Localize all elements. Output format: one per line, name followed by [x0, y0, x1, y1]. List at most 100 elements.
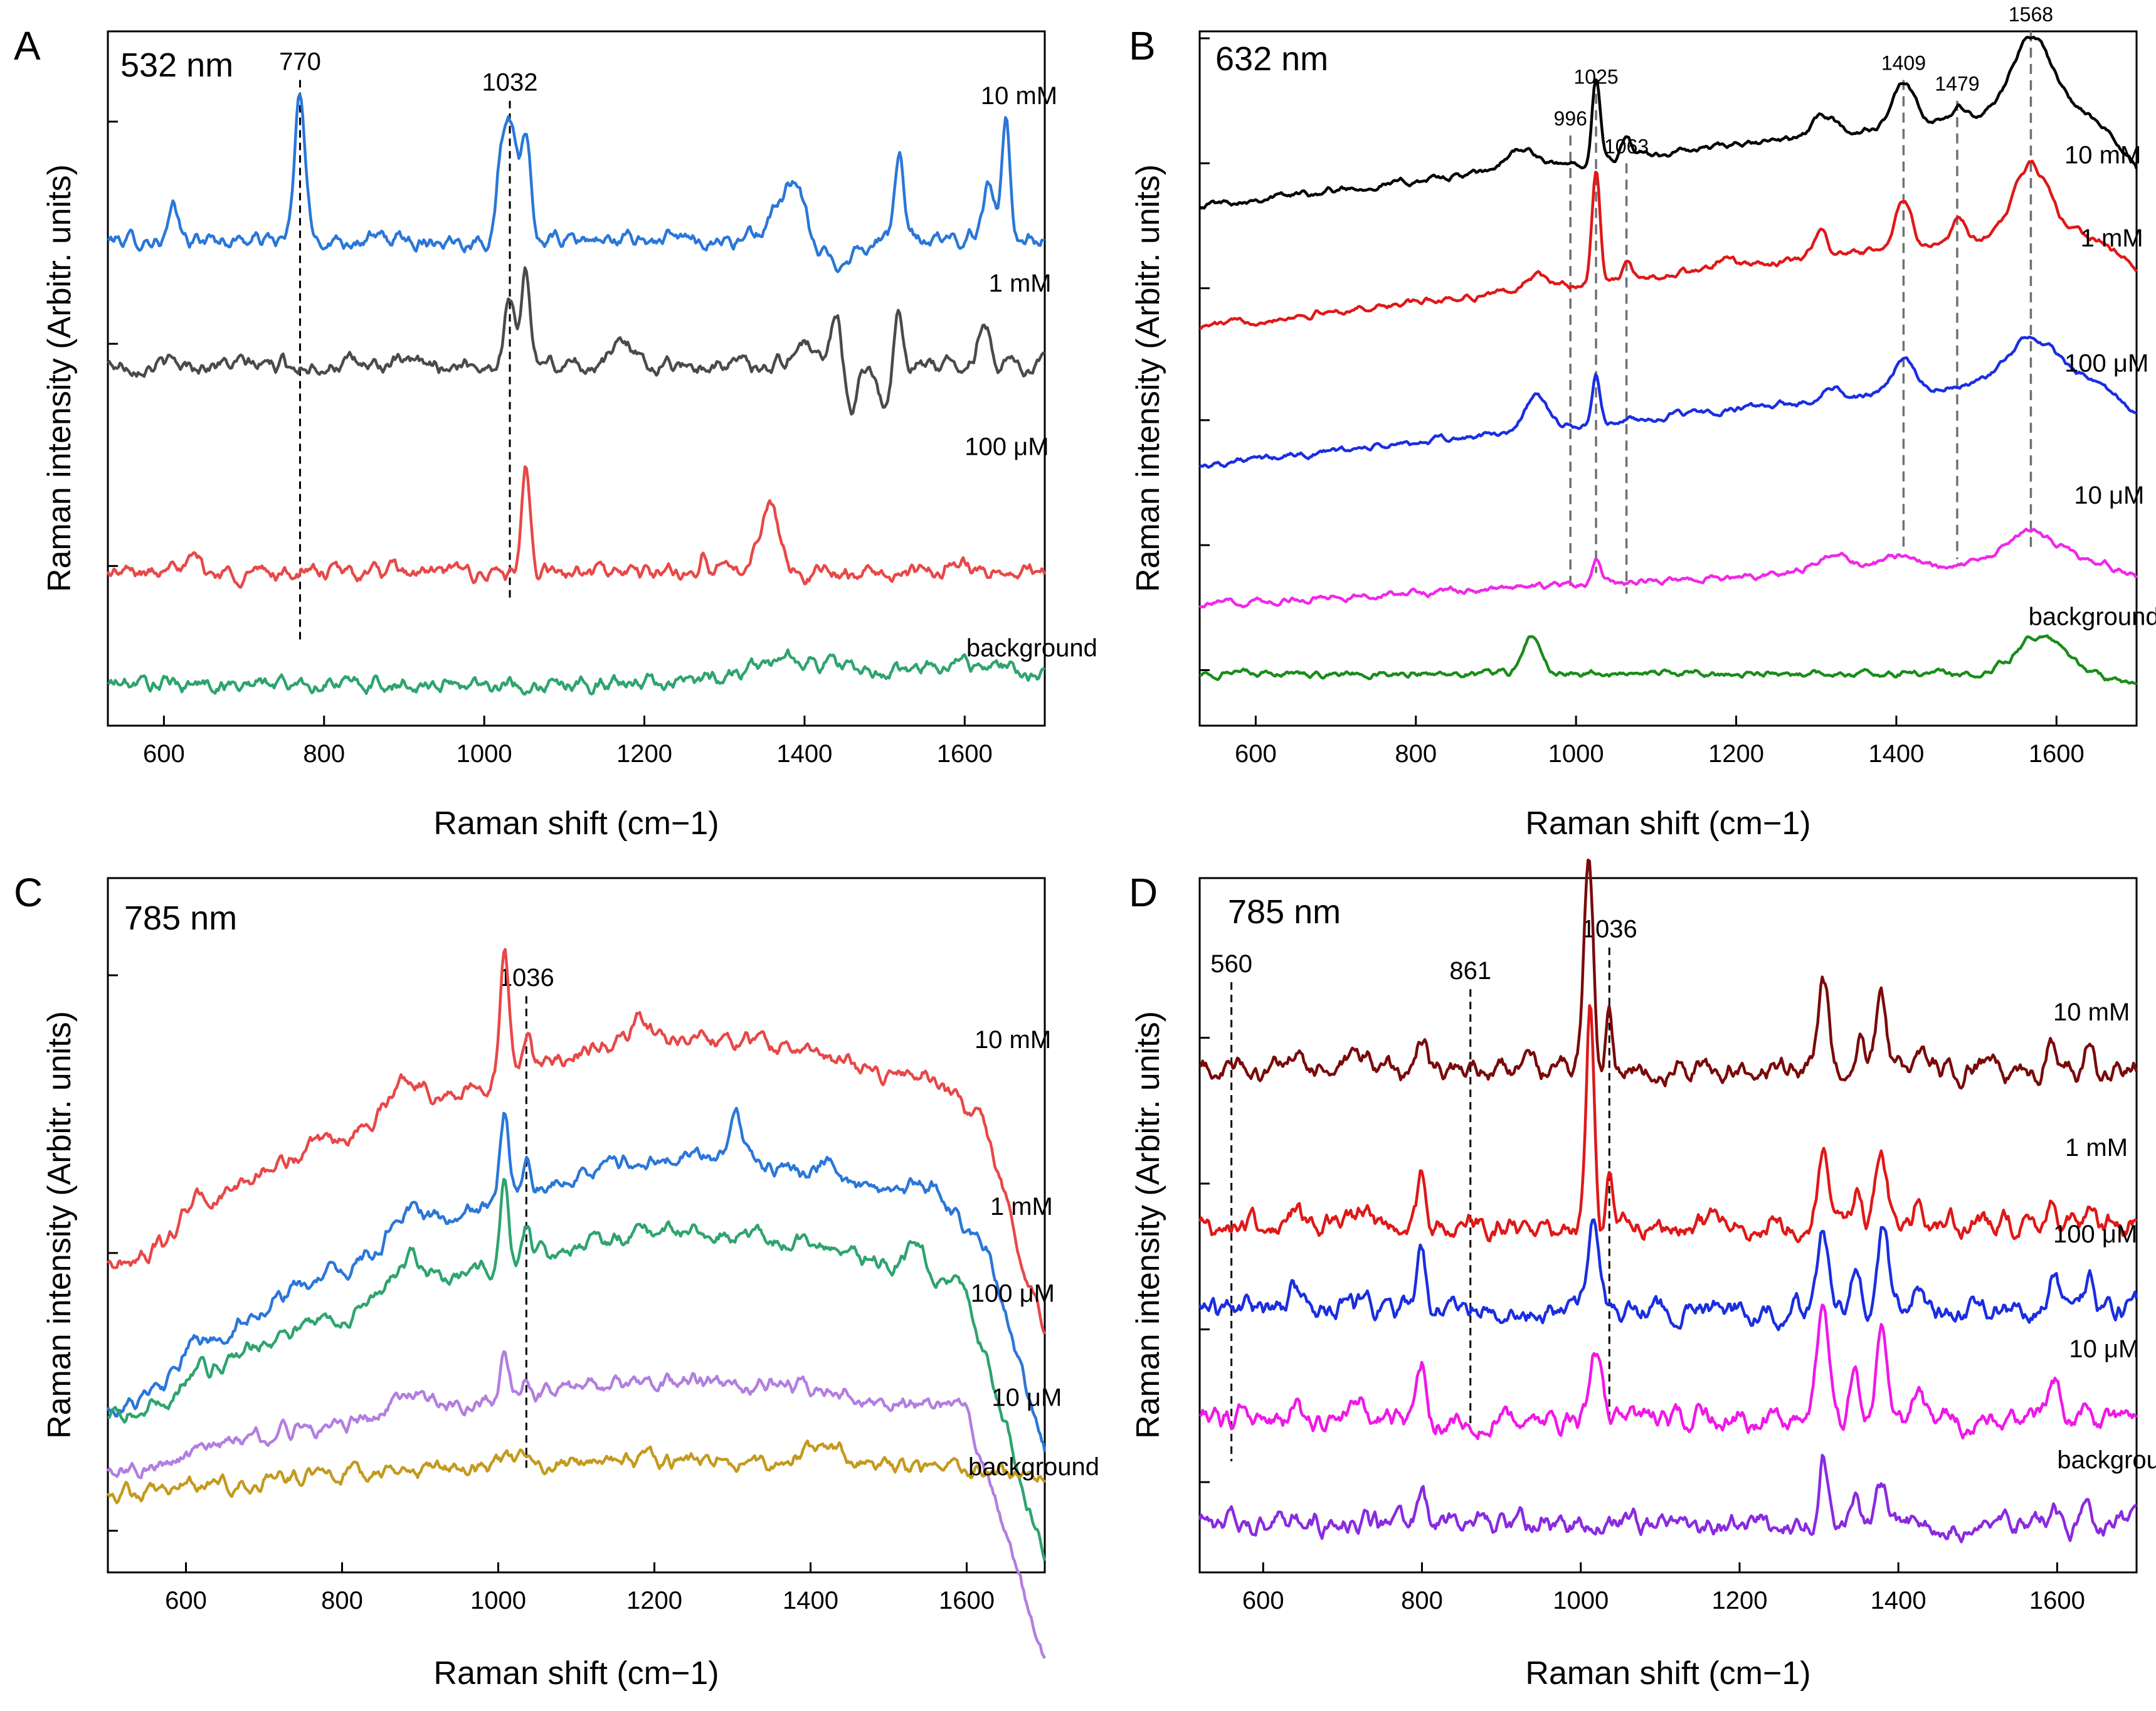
panel-b-series-label-100-um: 100 μM [2064, 349, 2148, 377]
panel-d-series-label-10-um: 10 μM [2069, 1335, 2139, 1363]
panel-d-x-tick-label: 1400 [1871, 1587, 1926, 1614]
panel-d-series: 10 mM 1 mM 100 μM 10 μM background [1198, 859, 2156, 1544]
panel-b-peak-label-1063: 1063 [1604, 135, 1649, 157]
panel-b-series-line-100-um [1198, 336, 2137, 469]
panel-b-series-label-10-um: 10 μM [2074, 482, 2144, 509]
panel-c-x-tick-label: 1000 [470, 1587, 526, 1614]
panel-c-series-label-10-um: 10 μM [991, 1384, 1062, 1411]
panel-c-series-label-1-mm: 1 mM [990, 1193, 1053, 1221]
panel-d-x-tick-label: 1200 [1711, 1587, 1767, 1614]
panel-c-x-tick-label: 1600 [939, 1587, 995, 1614]
panel-b-peak-label-996: 996 [1554, 107, 1587, 130]
panel-a-series-line-10-mm [107, 92, 1045, 273]
panel-b-peak-label-1409: 1409 [1881, 51, 1926, 74]
panel-c-series-label-background: background [968, 1453, 1099, 1481]
panel-d-peak-label-560: 560 [1210, 950, 1252, 978]
panel-d-x-axis-title: Raman shift (cm−1) [1525, 1655, 1810, 1692]
panel-a-x-tick-label: 1600 [937, 740, 993, 768]
panel-b-frame [1198, 30, 2138, 727]
panel-d-series-label-10-mm: 10 mM [2053, 999, 2130, 1026]
panel-letter-a: A [14, 23, 41, 68]
panel-a-series-label-1-mm: 1 mM [989, 270, 1052, 297]
panel-a-peak-label-770: 770 [279, 48, 321, 75]
panel-c-x-tick-label: 1200 [626, 1587, 682, 1614]
panel-b-series-label-10-mm: 10 mM [2064, 141, 2141, 169]
panel-a-series-line-background [107, 648, 1046, 696]
panel-c-series-line-10-um [107, 1350, 1046, 1660]
panel-a-series-line-1-mm [107, 266, 1046, 416]
panel-d-frame [1198, 877, 2138, 1574]
panel-a-x-tick-label: 600 [143, 740, 185, 768]
panel-letter-c: C [14, 870, 43, 915]
panel-c-series-label-10-mm: 10 mM [975, 1026, 1051, 1054]
panel-b-laser-label: 632 nm [1215, 40, 1328, 78]
panel-b-peak-label-1568: 1568 [2009, 3, 2053, 26]
panel-b-series: 10 mM 1 mM 100 μM 10 μM background [1198, 35, 2156, 686]
panel-b-x-tick-label: 800 [1395, 740, 1437, 768]
panel-d-peak-label-861: 861 [1449, 957, 1491, 985]
panel-b-series-line-10-mm [1198, 35, 2138, 210]
panel-c-x-tick-label: 800 [321, 1587, 363, 1614]
panel-c-x-tick-label: 600 [165, 1587, 207, 1614]
panel-c-series: 10 mM 1 mM 100 μM 10 μM background [106, 948, 1099, 1660]
panel-d-series-label-100-um: 100 μM [2053, 1221, 2137, 1248]
panel-a-x-tick-label: 1400 [776, 740, 832, 768]
panel-c-series-line-10-mm [107, 948, 1047, 1335]
panel-b-y-axis-title: Raman intensity (Arbitr. units) [1130, 164, 1166, 592]
panel-c: C 785 nm Raman shift (cm−1) Raman intens… [14, 870, 1099, 1692]
panel-b-peak-label-1479: 1479 [1935, 73, 1979, 95]
panel-d-series-label-background: background [2057, 1446, 2156, 1474]
panel-d: D 785 nm Raman shift (cm−1) Raman intens… [1129, 859, 2156, 1692]
panel-d-laser-label: 785 nm [1228, 893, 1341, 931]
panel-c-laser-label: 785 nm [124, 899, 237, 937]
panel-b-x-tick-label: 1200 [1708, 740, 1764, 768]
panel-b-x-tick-label: 1000 [1548, 740, 1604, 768]
panel-b-x-tick-label: 600 [1235, 740, 1277, 768]
panel-d-series-line-100-um [1198, 1218, 2138, 1332]
panel-b-x-tick-label: 1400 [1868, 740, 1924, 768]
panel-d-x-tick-label: 600 [1242, 1587, 1284, 1614]
panel-c-ticks: 600 800 1000 1200 1400 1600 [108, 974, 995, 1614]
panel-d-y-axis-title: Raman intensity (Arbitr. units) [1130, 1011, 1166, 1439]
panel-c-y-axis-title: Raman intensity (Arbitr. units) [41, 1011, 78, 1439]
panel-a-series-label-10-mm: 10 mM [981, 82, 1057, 110]
panel-a-x-tick-label: 1200 [616, 740, 672, 768]
panel-a-series-label-100-um: 100 μM [964, 433, 1049, 460]
panel-a-x-tick-label: 800 [303, 740, 345, 768]
panel-a: A 532 nm Raman shift (cm−1) Raman intens… [14, 23, 1097, 842]
panel-b-x-axis-title: Raman shift (cm−1) [1525, 805, 1810, 842]
panel-c-frame [107, 877, 1046, 1574]
panel-a-x-tick-label: 1000 [457, 740, 512, 768]
panel-letter-d: D [1129, 870, 1158, 915]
panel-letter-b: B [1129, 23, 1156, 68]
panel-a-series: 10 mM 1 mM 100 μM background [106, 82, 1097, 696]
panel-d-x-tick-label: 1000 [1553, 1587, 1609, 1614]
panel-b-series-line-10-um [1198, 527, 2138, 609]
panel-d-series-line-1-mm [1198, 1004, 2138, 1244]
panel-d-ticks: 600 800 1000 1200 1400 1600 [1200, 1037, 2085, 1614]
panel-c-x-axis-title: Raman shift (cm−1) [433, 1655, 719, 1692]
panel-c-series-line-100-um [107, 1177, 1047, 1562]
panel-b-series-label-1-mm: 1 mM [2081, 225, 2143, 252]
panel-a-ticks: 600 800 1000 1200 1400 1600 [108, 120, 993, 768]
panel-b-x-tick-label: 1600 [2029, 740, 2085, 768]
panel-d-peak-label-1036: 1036 [1582, 916, 1637, 943]
panel-d-x-tick-label: 800 [1401, 1587, 1443, 1614]
panel-c-series-line-1-mm [106, 1106, 1047, 1453]
panel-b-series-label-background: background [2029, 603, 2156, 630]
panel-a-series-label-background: background [966, 634, 1097, 662]
panel-b-ticks: 600 800 1000 1200 1400 1600 [1200, 37, 2085, 768]
panel-b-series-line-1-mm [1199, 159, 2138, 330]
panel-d-series-line-10-mm [1199, 859, 2138, 1090]
panel-b-series-line-background [1199, 634, 2138, 686]
panel-a-laser-label: 532 nm [120, 46, 233, 84]
panel-a-series-line-100-um [106, 465, 1047, 589]
panel-a-y-axis-title: Raman intensity (Arbitr. units) [41, 164, 78, 592]
panel-b: B 632 nm Raman shift (cm−1) Raman intens… [1129, 3, 2156, 842]
panel-a-peak-label-1032: 1032 [482, 69, 538, 97]
panel-d-series-line-background [1198, 1453, 2138, 1544]
panel-a-x-axis-title: Raman shift (cm−1) [433, 805, 719, 842]
panel-a-markers: 770 1032 [279, 48, 538, 643]
